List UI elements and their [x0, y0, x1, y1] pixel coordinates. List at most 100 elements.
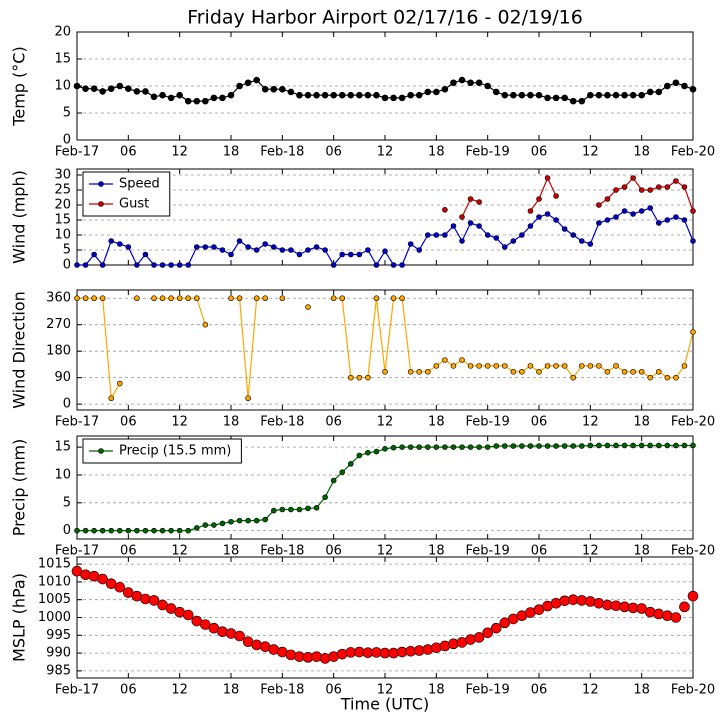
data-point	[644, 606, 656, 618]
data-point	[116, 527, 123, 534]
data-point	[670, 612, 682, 623]
data-point	[399, 444, 405, 450]
data-point	[442, 444, 448, 450]
data-point	[193, 525, 200, 531]
data-point	[475, 79, 483, 87]
data-point	[211, 244, 217, 250]
data-point	[664, 82, 671, 90]
x-tick-label: Feb-20	[671, 145, 715, 160]
data-point	[108, 527, 115, 534]
data-point	[416, 368, 423, 375]
x-tick-label: Feb-18	[260, 145, 304, 160]
data-point	[74, 262, 80, 268]
data-point	[433, 232, 440, 238]
x-tick-label: Feb-18	[260, 683, 304, 698]
data-point	[287, 88, 295, 96]
x-tick-label: 18	[633, 544, 650, 559]
data-point	[653, 608, 665, 620]
y-axis-label: Precip (mm)	[10, 439, 29, 537]
data-point	[621, 184, 628, 190]
data-point	[596, 442, 602, 449]
legend-label: Speed	[119, 177, 160, 192]
data-point	[519, 232, 525, 238]
data-point	[467, 79, 474, 87]
data-point	[381, 94, 389, 102]
data-point	[450, 223, 457, 229]
data-point	[211, 522, 217, 528]
data-point	[176, 295, 183, 302]
data-point	[356, 374, 363, 381]
x-axis-label: Time (UTC)	[340, 695, 429, 714]
x-tick-label: 06	[531, 145, 548, 160]
data-point	[596, 202, 602, 208]
data-point	[182, 609, 194, 621]
x-tick-label: Feb-17	[55, 544, 99, 559]
data-point	[288, 506, 294, 513]
data-point	[442, 232, 448, 238]
y-tick-label: 10	[54, 228, 71, 243]
data-point	[219, 247, 226, 253]
data-point	[690, 329, 696, 335]
data-point	[467, 220, 474, 226]
data-point	[407, 368, 414, 375]
data-point	[99, 527, 106, 534]
data-point	[236, 295, 243, 302]
x-tick-label: 06	[325, 683, 342, 698]
data-point	[313, 244, 320, 250]
data-point	[228, 518, 234, 525]
data-point	[482, 627, 493, 639]
y-tick-label: 360	[46, 291, 71, 306]
y-tick-label: 30	[54, 168, 71, 183]
data-point	[501, 244, 508, 250]
x-tick-label: Feb-19	[466, 415, 510, 430]
data-point	[125, 244, 132, 250]
plot-frame	[76, 435, 694, 540]
data-point	[596, 220, 602, 226]
data-point	[673, 374, 679, 381]
y-tick-label: 1010	[38, 574, 71, 589]
data-point	[527, 91, 534, 99]
data-point	[339, 295, 346, 302]
data-point	[304, 91, 312, 99]
data-point	[621, 442, 628, 449]
data-point	[510, 443, 517, 449]
data-point	[390, 94, 397, 102]
data-point	[510, 368, 517, 375]
data-point	[313, 505, 320, 511]
data-point	[82, 262, 89, 268]
y-tick-label: 15	[54, 213, 71, 228]
data-point	[330, 295, 337, 302]
data-point	[228, 251, 234, 258]
data-point	[245, 244, 251, 250]
data-point	[99, 262, 106, 268]
data-point	[655, 442, 662, 449]
data-point	[613, 214, 619, 220]
data-point	[270, 244, 277, 250]
data-point	[578, 443, 585, 449]
data-point	[91, 251, 97, 258]
x-tick-label: 12	[582, 544, 599, 559]
data-point	[561, 94, 568, 102]
legend-box	[82, 171, 171, 217]
data-point	[527, 363, 534, 369]
x-tick-label: 12	[377, 415, 394, 430]
data-point	[73, 82, 81, 90]
y-tick-label: 5	[63, 495, 71, 510]
data-point	[398, 94, 406, 102]
data-point	[74, 295, 80, 302]
data-point	[442, 357, 448, 363]
data-point	[553, 363, 559, 369]
data-point	[279, 506, 286, 513]
legend-marker	[98, 181, 104, 187]
data-point	[253, 76, 260, 84]
data-point	[492, 88, 500, 96]
data-point	[296, 91, 303, 99]
data-point	[97, 573, 108, 585]
data-point	[673, 442, 679, 449]
y-tick-label: 5	[63, 106, 71, 121]
y-tick-label: 20	[54, 25, 71, 40]
x-tick-label: 18	[633, 145, 650, 160]
y-tick-label: 10	[54, 467, 71, 482]
data-point	[193, 244, 200, 250]
data-point	[185, 527, 192, 534]
